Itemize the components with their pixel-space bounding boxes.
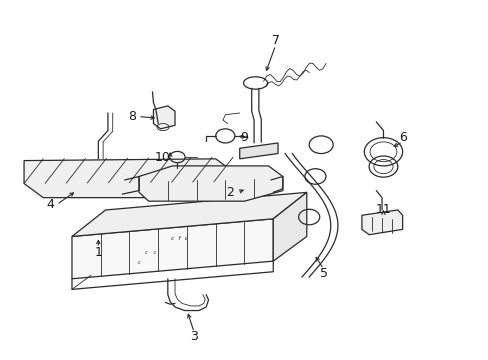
Polygon shape [239, 143, 278, 159]
Text: c: c [138, 260, 140, 265]
Text: 4: 4 [46, 198, 54, 211]
Polygon shape [361, 210, 402, 235]
Polygon shape [139, 166, 282, 201]
Text: 9: 9 [240, 131, 248, 144]
Polygon shape [273, 192, 306, 261]
Text: 3: 3 [190, 330, 198, 343]
Text: 6: 6 [398, 131, 406, 144]
Polygon shape [72, 219, 273, 279]
Polygon shape [72, 192, 306, 237]
Text: 8: 8 [128, 110, 136, 123]
Text: 5: 5 [319, 267, 327, 280]
Text: c  f  c: c f c [171, 236, 188, 241]
Text: 10: 10 [155, 150, 171, 163]
Polygon shape [153, 106, 175, 129]
Text: c    c: c c [145, 250, 156, 255]
Text: 11: 11 [375, 203, 390, 216]
Text: 1: 1 [94, 246, 102, 259]
Text: 7: 7 [271, 34, 279, 47]
Polygon shape [24, 159, 234, 198]
Text: 2: 2 [226, 186, 234, 199]
